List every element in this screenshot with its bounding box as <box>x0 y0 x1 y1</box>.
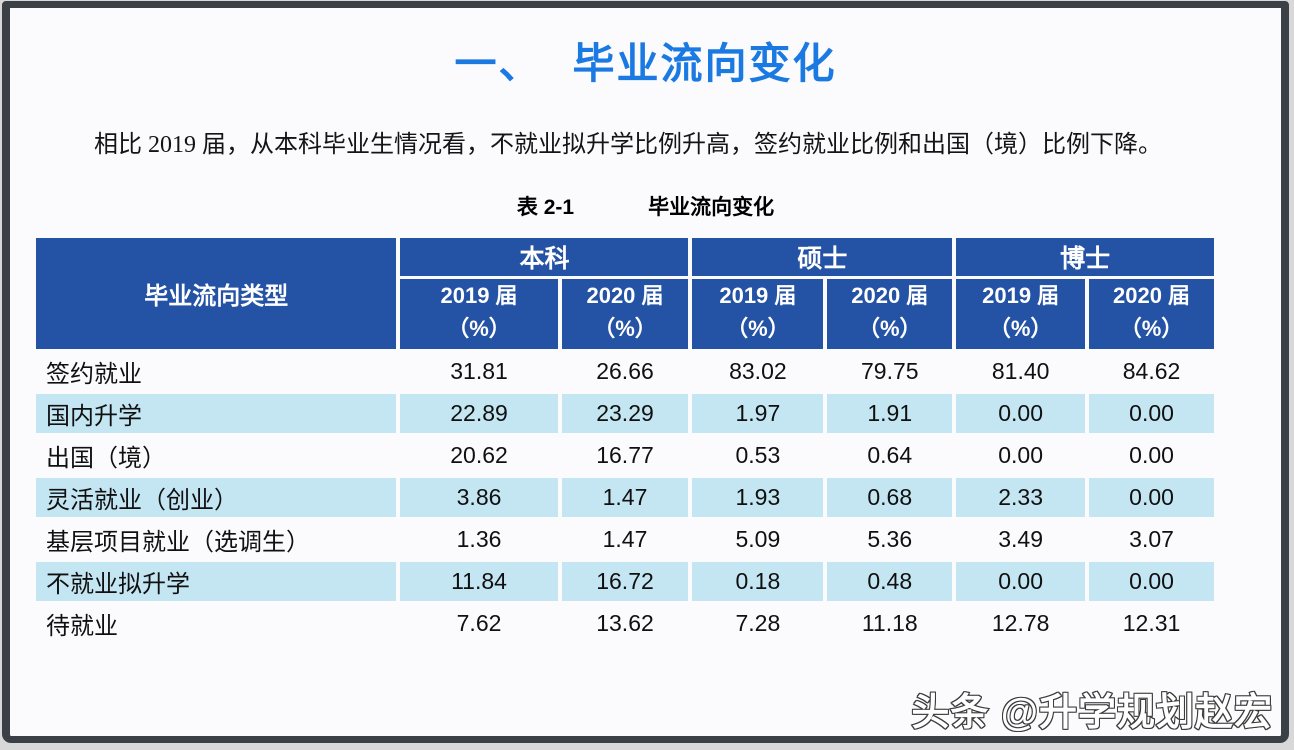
cell: 0.68 <box>827 478 953 518</box>
row-label: 不就业拟升学 <box>36 562 397 602</box>
subheader-cell: 2020 届 （%） <box>827 279 953 350</box>
cell: 0.00 <box>1089 478 1214 518</box>
cell: 12.31 <box>1122 610 1181 637</box>
page-title: 一、 毕业流向变化 <box>10 30 1281 91</box>
cell: 0.00 <box>1129 442 1174 469</box>
cell: 1.47 <box>602 526 648 553</box>
table-row: 出国（境） 20.62 16.77 0.53 0.64 0.00 0.00 <box>36 436 1214 475</box>
subheader-cell: 2020 届 （%） <box>561 279 689 350</box>
cell: 22.89 <box>400 394 558 434</box>
cell: 7.62 <box>456 610 502 637</box>
cell: 0.64 <box>867 442 913 469</box>
section-number: 一、 <box>454 40 543 87</box>
subheader-cell: 2019 届 （%） <box>400 279 558 350</box>
cell: 5.09 <box>735 526 781 553</box>
cell: 0.53 <box>735 442 781 469</box>
cell: 1.47 <box>561 478 689 518</box>
cell: 16.72 <box>561 562 689 602</box>
cell: 79.75 <box>860 358 919 385</box>
cell: 11.18 <box>861 610 918 637</box>
cell: 20.62 <box>450 442 508 469</box>
cell: 13.62 <box>596 610 654 637</box>
cell: 0.18 <box>692 562 824 602</box>
table-row: 基层项目就业（选调生） 1.36 1.47 5.09 5.36 3.49 3.0… <box>36 520 1214 559</box>
header-sub-row: 2019 届 （%） 2020 届 （%） 2019 届 （%） 2020 届 … <box>36 279 1214 350</box>
table-caption-title: 毕业流向变化 <box>648 196 775 220</box>
table-row: 国内升学 22.89 23.29 1.97 1.91 0.00 0.00 <box>36 394 1214 434</box>
cell: 0.00 <box>956 394 1086 434</box>
cell: 23.29 <box>561 394 689 434</box>
cell: 0.00 <box>1089 394 1214 434</box>
table-row: 待就业 7.62 13.62 7.28 11.18 12.78 12.31 <box>36 604 1214 643</box>
intro-paragraph: 相比 2019 届，从本科毕业生情况看，不就业拟升学比例升高，签约就业比例和出国… <box>94 132 1162 158</box>
header-group-bachelor: 本科 <box>400 238 689 277</box>
cell: 26.66 <box>596 358 654 385</box>
header-group-doctor: 博士 <box>956 238 1214 277</box>
cell: 84.62 <box>1122 358 1181 385</box>
cell: 0.00 <box>1089 562 1214 602</box>
graduation-flow-table: 毕业流向类型 本科 硕士 博士 2019 届 （%） 2020 届 （%） 20… <box>32 235 1218 646</box>
table-body: 签约就业 31.81 26.66 83.02 79.75 81.40 84.62… <box>36 352 1214 643</box>
cell: 3.07 <box>1129 526 1174 553</box>
cell: 1.97 <box>692 394 824 434</box>
cell: 81.40 <box>991 358 1050 385</box>
cell: 83.02 <box>729 358 787 385</box>
header-group-row: 毕业流向类型 本科 硕士 博士 <box>36 238 1214 350</box>
table-row: 签约就业 31.81 26.66 83.02 79.75 81.40 84.62 <box>36 352 1214 391</box>
cell: 11.84 <box>400 562 558 602</box>
header-row-label: 毕业流向类型 <box>36 238 397 350</box>
cell: 5.36 <box>867 526 913 553</box>
row-label: 基层项目就业（选调生） <box>46 530 310 557</box>
cell: 7.28 <box>735 610 781 637</box>
table-header: 毕业流向类型 本科 硕士 博士 2019 届 （%） 2020 届 （%） 20… <box>36 238 1214 350</box>
row-label: 签约就业 <box>46 362 142 389</box>
subheader-cell: 2020 届 （%） <box>1089 279 1214 350</box>
table-row: 不就业拟升学 11.84 16.72 0.18 0.48 0.00 0.00 <box>36 562 1214 602</box>
cell: 31.81 <box>450 358 508 385</box>
cell: 16.77 <box>596 442 654 469</box>
table-row: 灵活就业（创业） 3.86 1.47 1.93 0.68 2.33 0.00 <box>36 478 1214 518</box>
cell: 0.00 <box>956 562 1086 602</box>
subheader-cell: 2019 届 （%） <box>956 279 1086 350</box>
cell: 3.86 <box>400 478 558 518</box>
cell: 2.33 <box>956 478 1086 518</box>
cell: 12.78 <box>991 610 1050 637</box>
row-label: 待就业 <box>46 614 118 641</box>
cell: 1.36 <box>456 526 502 553</box>
cell: 1.93 <box>692 478 824 518</box>
table-caption: 表 2-1 毕业流向变化 <box>10 191 1281 221</box>
table-caption-label: 表 2-1 <box>516 196 575 220</box>
header-group-master: 硕士 <box>692 238 953 277</box>
section-title: 毕业流向变化 <box>572 40 837 87</box>
row-label: 出国（境） <box>46 446 166 473</box>
watermark: 头条 @升学规划赵宏 <box>910 691 1273 735</box>
cell: 1.91 <box>827 394 953 434</box>
row-label: 国内升学 <box>36 394 397 434</box>
subheader-cell: 2019 届 （%） <box>692 279 824 350</box>
cell: 0.00 <box>998 442 1044 469</box>
cell: 0.48 <box>827 562 953 602</box>
cell: 3.49 <box>998 526 1044 553</box>
row-label: 灵活就业（创业） <box>36 478 397 518</box>
